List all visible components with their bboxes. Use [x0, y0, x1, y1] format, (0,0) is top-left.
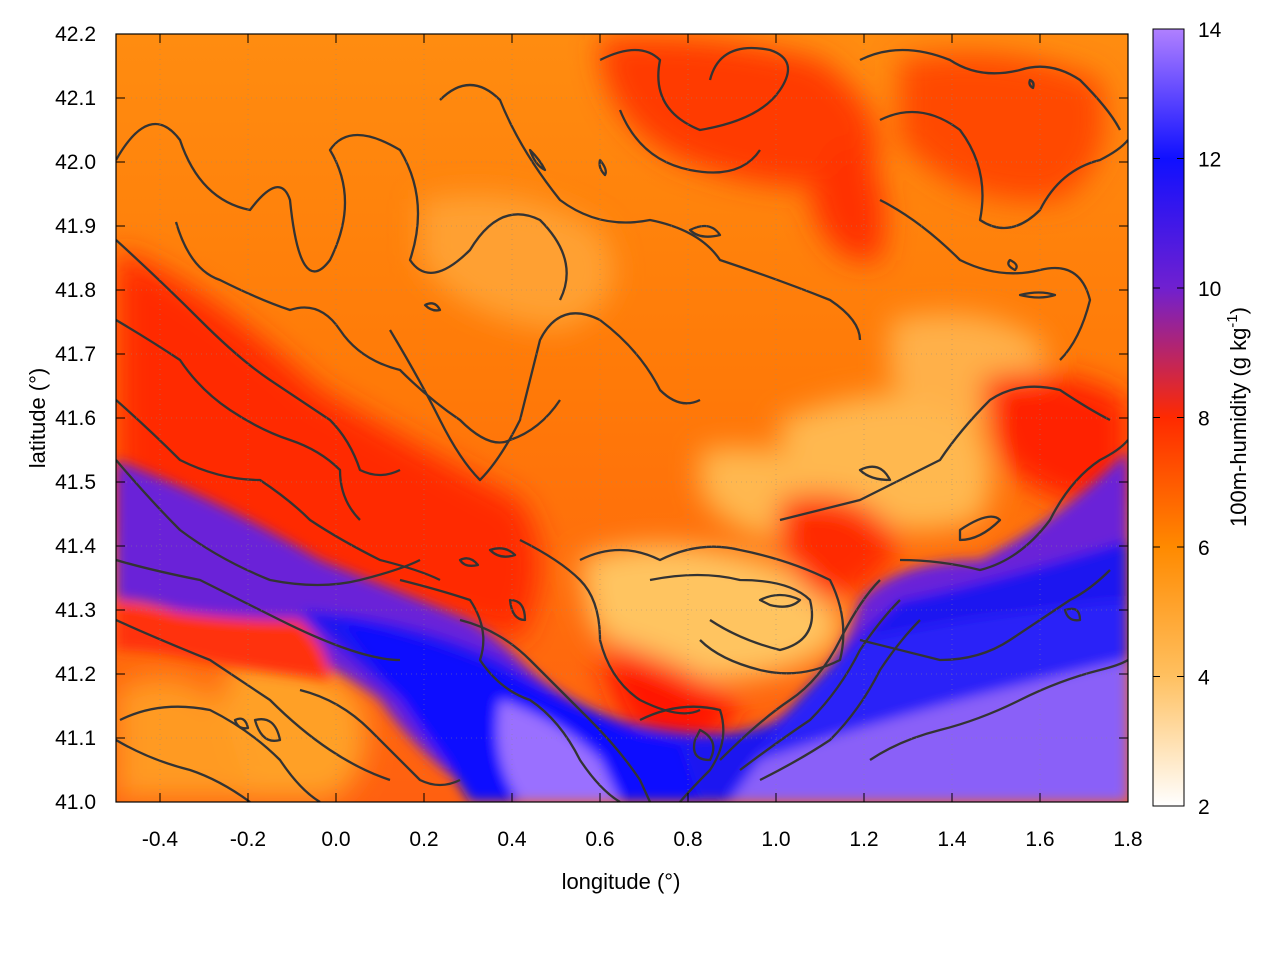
y-tick-label: 42.0 — [55, 151, 96, 174]
x-tick-label: 0.8 — [673, 828, 702, 851]
colorbar-label-sup: -1 — [1224, 314, 1241, 327]
y-tick-label: 42.2 — [55, 23, 96, 46]
x-tick-label: -0.2 — [230, 828, 266, 851]
y-tick-label: 41.9 — [55, 215, 96, 238]
x-tick-label: -0.4 — [142, 828, 179, 851]
x-tick-label: 1.4 — [937, 828, 967, 851]
y-tick-label: 41.7 — [55, 343, 96, 366]
colorbar-tick-label: 14 — [1198, 19, 1222, 42]
colorbar: 2 4 6 8 10 12 14 100m-humidity (g kg-1) — [1152, 19, 1251, 819]
colorbar-tick-label: 10 — [1198, 278, 1221, 301]
y-tick-label: 41.1 — [55, 727, 96, 750]
colorbar-tick-label: 12 — [1198, 149, 1221, 172]
colorbar-ticks: 2 4 6 8 10 12 14 — [1153, 19, 1222, 819]
colorbar-tick-label: 4 — [1198, 667, 1210, 690]
y-tick-label: 41.8 — [55, 279, 96, 302]
x-tick-label: 0.4 — [497, 828, 527, 851]
x-axis-label: longitude (°) — [562, 869, 681, 894]
y-tick-label: 41.6 — [55, 407, 96, 430]
grid-lines — [116, 33, 1129, 803]
x-tick-label: 1.2 — [849, 828, 878, 851]
y-tick-label: 41.0 — [55, 791, 96, 814]
x-axis-ticks: -0.4 -0.2 0.0 0.2 0.4 0.6 0.8 1.0 1.2 1.4 1.6 1.8 — [142, 34, 1143, 851]
y-tick-label: 41.3 — [55, 599, 96, 622]
contour-lines — [116, 46, 1128, 802]
colorbar-label: 100m-humidity (g kg-1) — [1224, 307, 1251, 527]
y-axis-ticks: 41.0 41.1 41.2 41.3 41.4 41.5 41.6 41.7 41.8 41.9… — [55, 23, 1128, 814]
y-tick-label: 41.4 — [55, 535, 96, 558]
x-tick-label: 0.0 — [321, 828, 350, 851]
x-tick-label: 1.8 — [1113, 828, 1142, 851]
y-tick-label: 41.2 — [55, 663, 96, 686]
y-axis-label: latitude (°) — [25, 368, 50, 469]
y-tick-label: 42.1 — [55, 87, 96, 110]
colorbar-label-main: 100m-humidity (g kg — [1226, 328, 1251, 527]
colorbar-tick-label: 6 — [1198, 537, 1210, 560]
x-tick-label: 1.6 — [1025, 828, 1054, 851]
x-tick-label: 0.2 — [409, 828, 438, 851]
y-tick-label: 41.5 — [55, 471, 96, 494]
colorbar-label-close: ) — [1226, 307, 1251, 314]
x-tick-label: 1.0 — [761, 828, 790, 851]
x-tick-label: 0.6 — [585, 828, 614, 851]
colorbar-tick-label: 2 — [1198, 796, 1210, 819]
colorbar-tick-label: 8 — [1198, 408, 1210, 431]
